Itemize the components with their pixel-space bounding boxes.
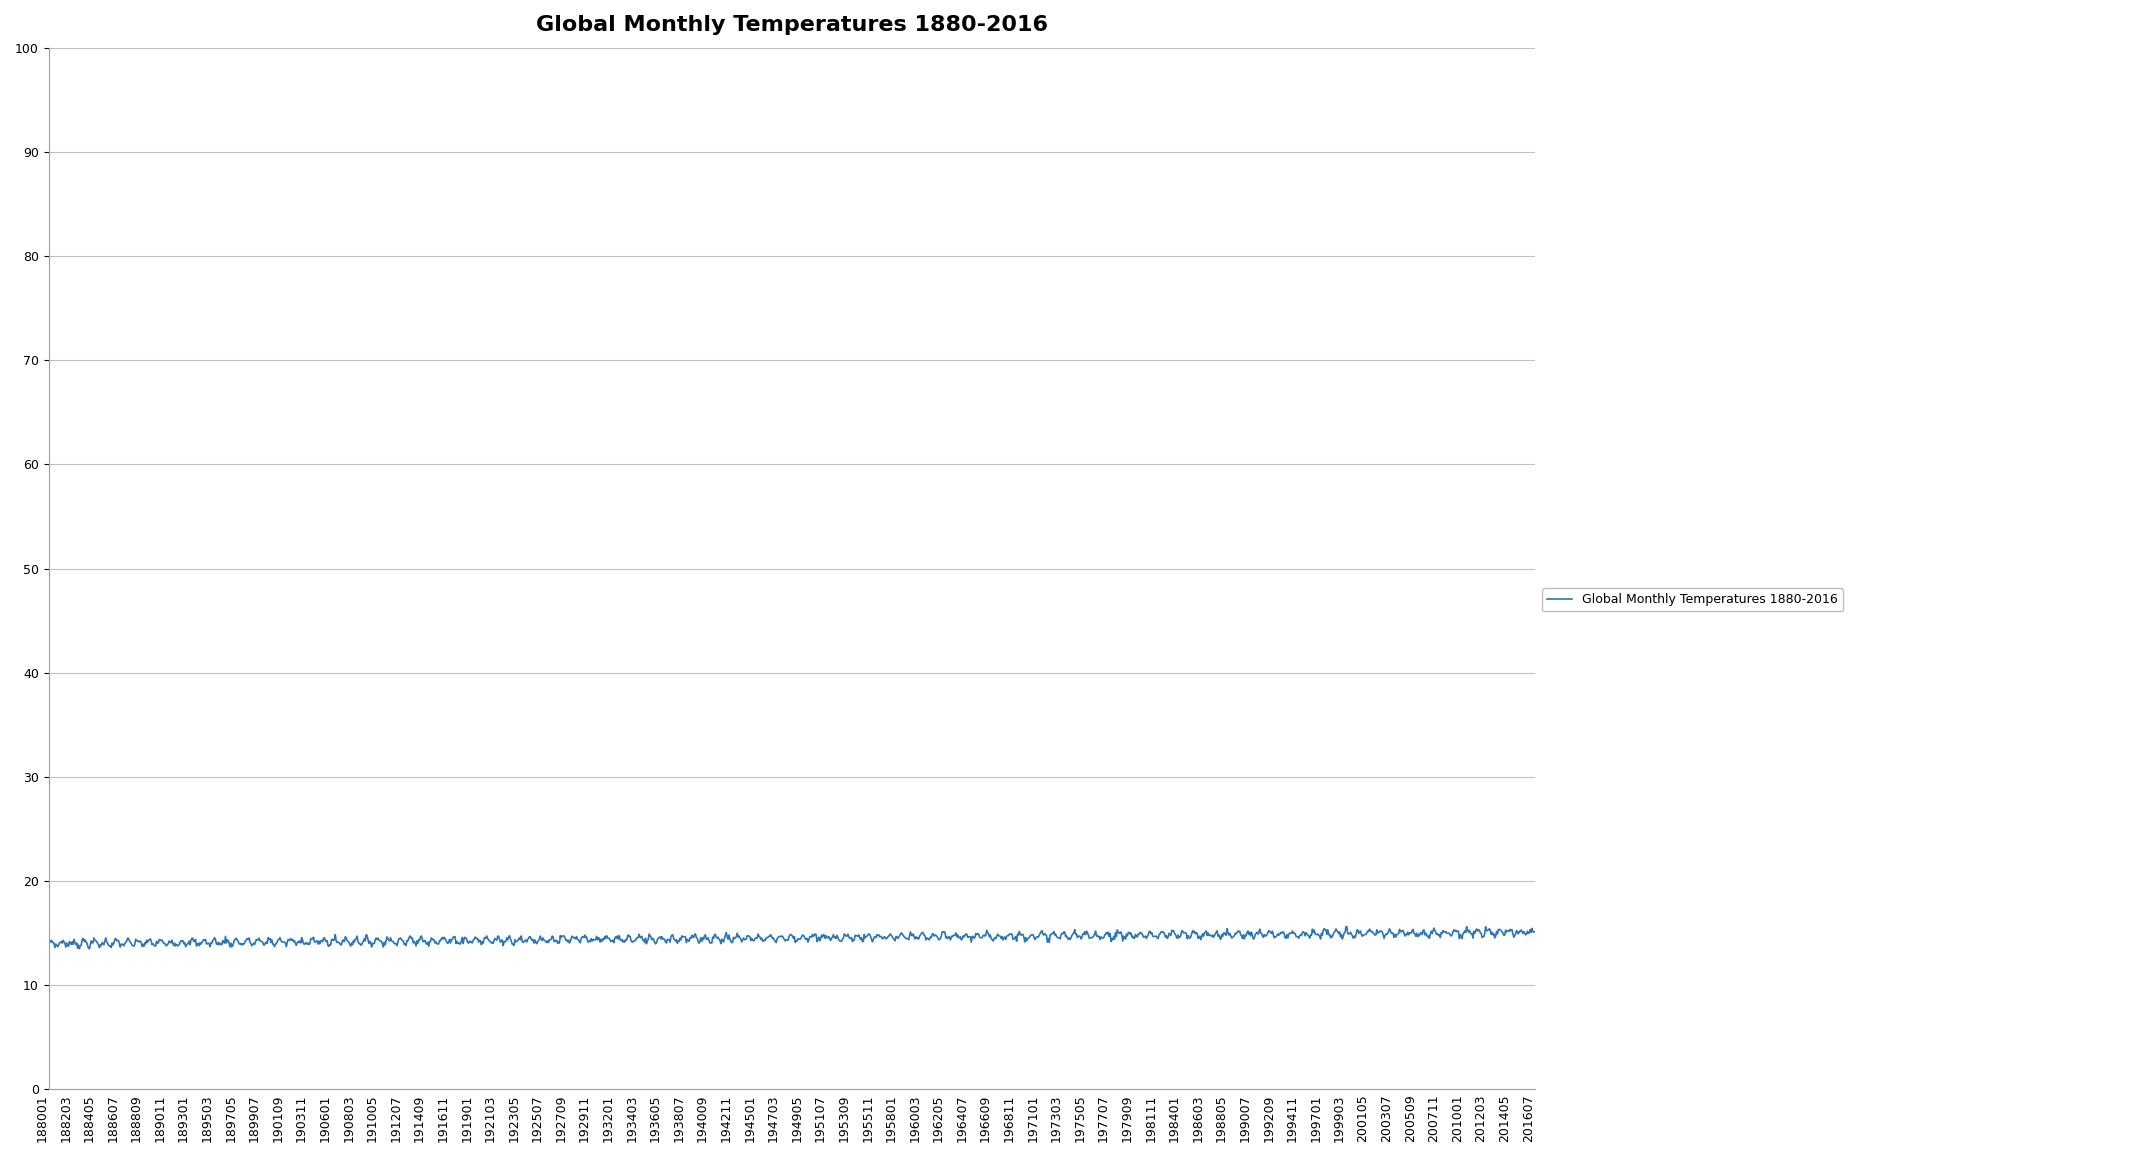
Global Monthly Temperatures 1880-2016 bbox=[694, 933, 720, 946]
Global Monthly Temperatures 1880-2016 bbox=[36, 934, 62, 948]
Global Monthly Temperatures 1880-2016 bbox=[75, 938, 100, 952]
Global Monthly Temperatures 1880-2016 bbox=[1521, 926, 1546, 939]
Global Monthly Temperatures 1880-2016 bbox=[1333, 920, 1358, 934]
Line: Global Monthly Temperatures 1880-2016: Global Monthly Temperatures 1880-2016 bbox=[49, 927, 1534, 949]
Global Monthly Temperatures 1880-2016 bbox=[66, 942, 92, 956]
Title: Global Monthly Temperatures 1880-2016: Global Monthly Temperatures 1880-2016 bbox=[536, 15, 1047, 35]
Global Monthly Temperatures 1880-2016 bbox=[169, 934, 194, 948]
Global Monthly Temperatures 1880-2016 bbox=[1519, 926, 1544, 939]
Legend: Global Monthly Temperatures 1880-2016: Global Monthly Temperatures 1880-2016 bbox=[1542, 588, 1843, 611]
Global Monthly Temperatures 1880-2016 bbox=[1254, 928, 1279, 942]
Global Monthly Temperatures 1880-2016 bbox=[1322, 926, 1348, 939]
